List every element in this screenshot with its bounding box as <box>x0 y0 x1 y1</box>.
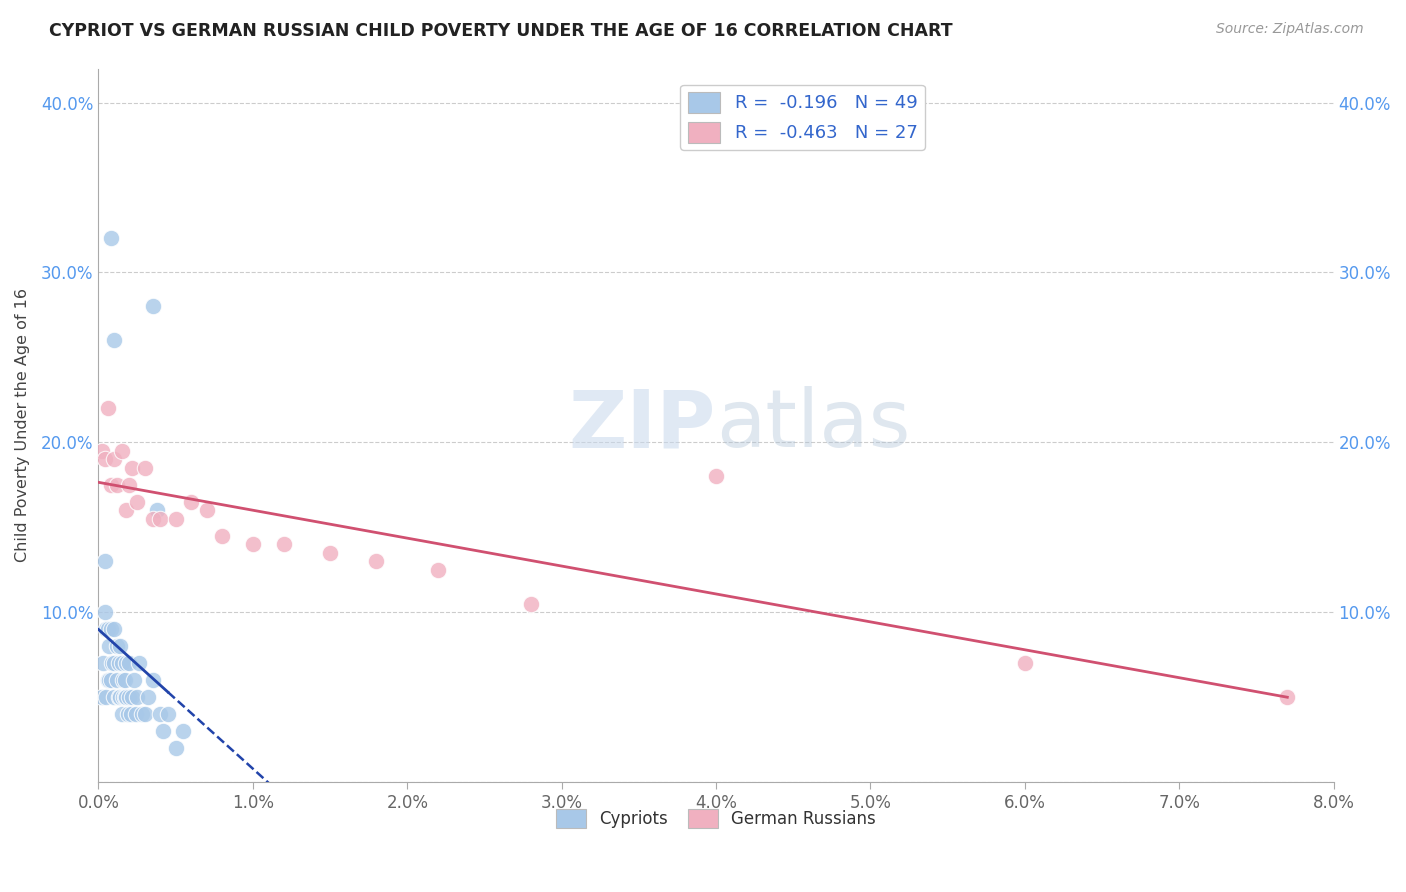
Point <box>242 537 264 551</box>
Point <box>172 724 194 739</box>
Point <box>112 690 135 705</box>
Point <box>115 690 138 705</box>
Point <box>152 724 174 739</box>
Point <box>93 606 115 620</box>
Point <box>98 640 121 654</box>
Point <box>149 512 172 526</box>
Point <box>105 673 128 688</box>
Point <box>100 623 122 637</box>
Point <box>115 503 138 517</box>
Point <box>118 478 141 492</box>
Point <box>111 444 134 458</box>
Point <box>103 334 125 348</box>
Point <box>211 529 233 543</box>
Point <box>91 657 114 671</box>
Text: Source: ZipAtlas.com: Source: ZipAtlas.com <box>1216 22 1364 37</box>
Point <box>125 495 148 509</box>
Point <box>141 512 163 526</box>
Point <box>131 707 153 722</box>
Point <box>90 690 112 705</box>
Point <box>114 690 136 705</box>
Point <box>105 478 128 492</box>
Point <box>98 673 121 688</box>
Point <box>111 657 134 671</box>
Point <box>118 657 141 671</box>
Point <box>115 657 138 671</box>
Point <box>165 741 187 756</box>
Point <box>121 690 143 705</box>
Point <box>108 690 131 705</box>
Point <box>125 690 148 705</box>
Point <box>117 707 139 722</box>
Point <box>319 546 342 560</box>
Text: ZIP: ZIP <box>569 386 716 465</box>
Point <box>146 503 169 517</box>
Point <box>93 452 115 467</box>
Point <box>118 690 141 705</box>
Point <box>107 657 129 671</box>
Point <box>93 554 115 568</box>
Point <box>103 657 125 671</box>
Point <box>134 707 156 722</box>
Point <box>124 707 146 722</box>
Point <box>134 461 156 475</box>
Point <box>103 623 125 637</box>
Point <box>149 707 172 722</box>
Point <box>114 673 136 688</box>
Point <box>520 597 543 611</box>
Legend: Cypriots, German Russians: Cypriots, German Russians <box>550 802 883 835</box>
Point <box>107 690 129 705</box>
Y-axis label: Child Poverty Under the Age of 16: Child Poverty Under the Age of 16 <box>15 288 30 563</box>
Point <box>97 673 120 688</box>
Point <box>101 657 124 671</box>
Point <box>366 554 388 568</box>
Point <box>96 690 118 705</box>
Point <box>141 300 163 314</box>
Point <box>103 690 125 705</box>
Point <box>105 640 128 654</box>
Point <box>273 537 295 551</box>
Point <box>136 690 159 705</box>
Point <box>141 673 163 688</box>
Point <box>165 512 187 526</box>
Point <box>103 452 125 467</box>
Point <box>704 469 727 483</box>
Point <box>112 673 135 688</box>
Point <box>100 231 122 245</box>
Point <box>1277 690 1299 705</box>
Point <box>96 623 118 637</box>
Point <box>108 640 131 654</box>
Point <box>1014 657 1036 671</box>
Point <box>180 495 202 509</box>
Point <box>121 461 143 475</box>
Point <box>100 673 122 688</box>
Point <box>427 563 450 577</box>
Point <box>122 673 145 688</box>
Point <box>195 503 218 517</box>
Point <box>97 401 120 416</box>
Text: atlas: atlas <box>716 386 911 465</box>
Point <box>120 707 142 722</box>
Point <box>156 707 179 722</box>
Point <box>100 478 122 492</box>
Point <box>128 657 150 671</box>
Point <box>97 623 120 637</box>
Point <box>90 444 112 458</box>
Text: CYPRIOT VS GERMAN RUSSIAN CHILD POVERTY UNDER THE AGE OF 16 CORRELATION CHART: CYPRIOT VS GERMAN RUSSIAN CHILD POVERTY … <box>49 22 953 40</box>
Point <box>111 707 134 722</box>
